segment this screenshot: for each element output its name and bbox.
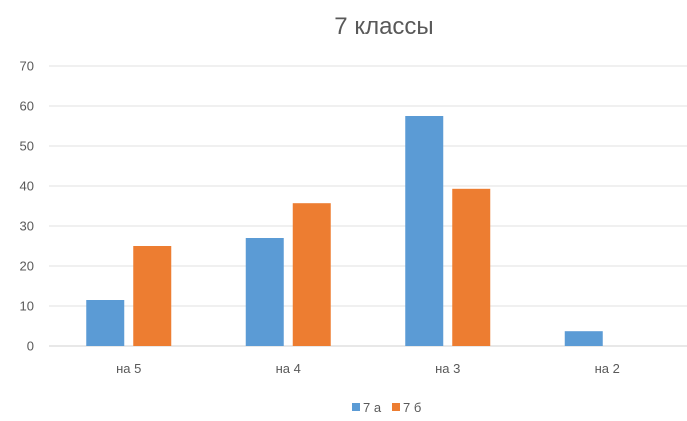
y-tick-label: 60 [20,99,34,114]
y-tick-label: 40 [20,179,34,194]
bar [133,246,172,346]
y-tick-label: 70 [20,59,34,74]
legend-swatch [392,403,400,411]
bars [86,116,603,346]
y-tick-label: 30 [20,219,34,234]
bar [564,331,603,346]
y-tick-label: 50 [20,139,34,154]
legend-label: 7 б [403,400,421,415]
legend-label: 7 а [363,400,382,415]
legend-swatch [352,403,360,411]
chart-title: 7 классы [334,13,433,40]
y-axis-tick-labels: 0 10 20 30 40 50 60 70 [20,59,34,354]
bar [452,188,491,346]
x-tick-label: на 3 [435,361,460,376]
x-tick-label: на 5 [116,361,141,376]
y-tick-label: 0 [27,339,34,354]
x-axis-tick-labels: на 5 на 4 на 3 на 2 [116,361,620,376]
bar [292,203,331,346]
x-tick-label: на 4 [276,361,301,376]
y-tick-label: 10 [20,299,34,314]
y-tick-label: 20 [20,259,34,274]
x-tick-label: на 2 [595,361,620,376]
bar [86,300,125,346]
bar [405,116,444,346]
legend: 7 а 7 б [352,400,421,415]
bar [245,238,284,346]
